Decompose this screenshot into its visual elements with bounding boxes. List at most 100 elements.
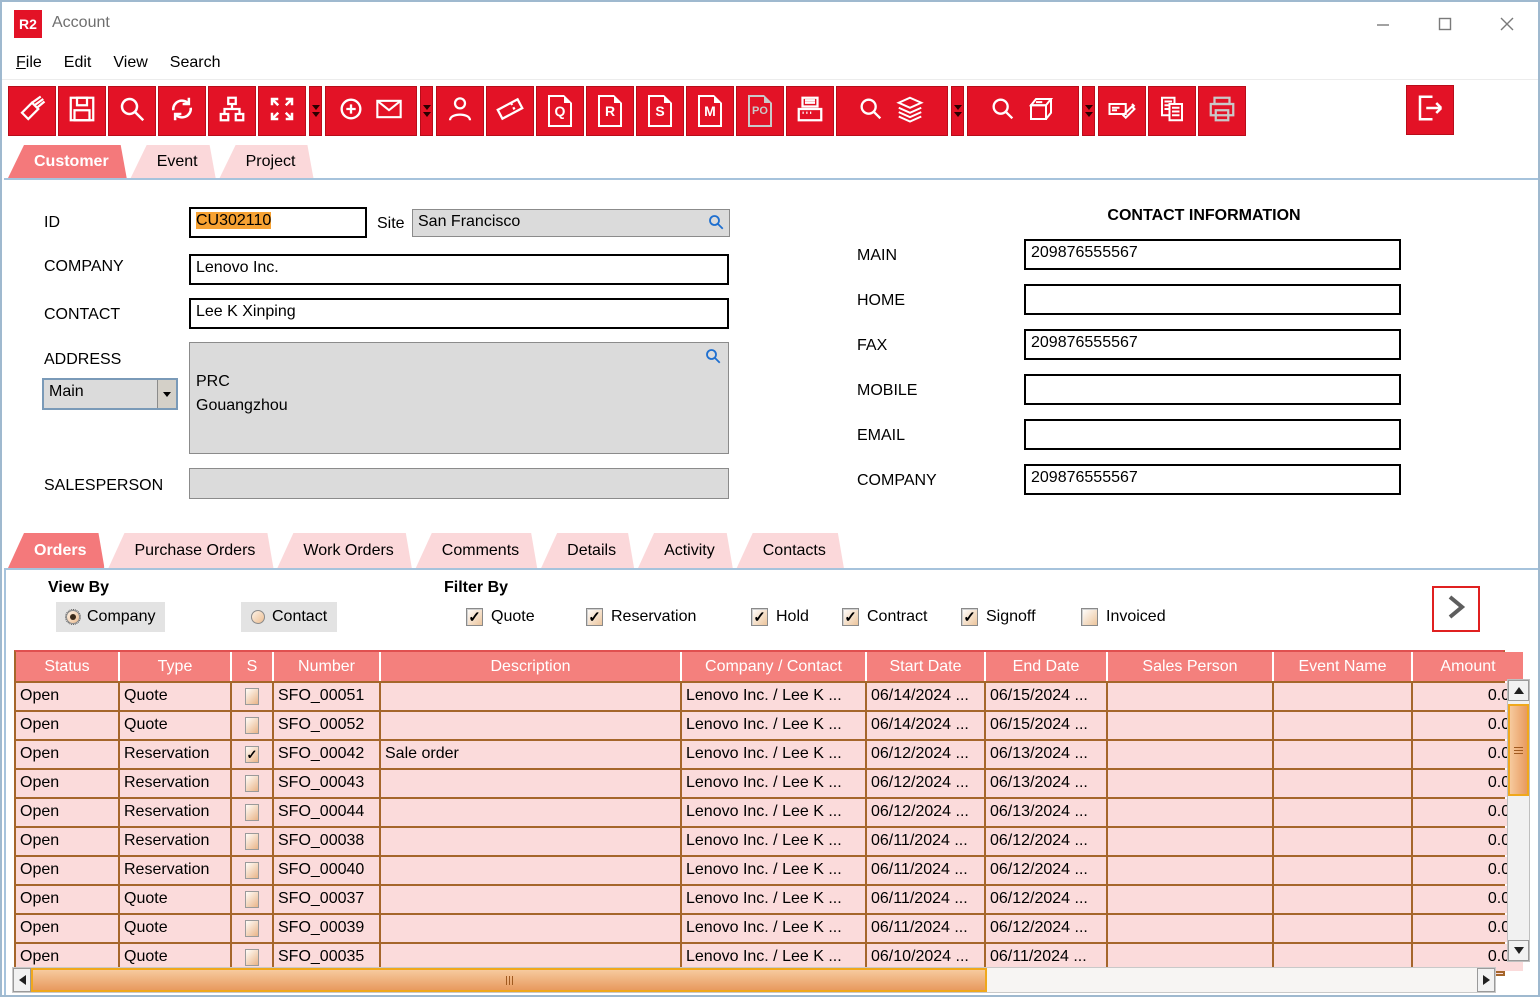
horizontal-scroll-track[interactable]	[31, 968, 1477, 992]
clear-button[interactable]	[8, 86, 56, 136]
contact-field[interactable]: Lee K Xinping	[189, 298, 729, 329]
address-search-icon[interactable]	[704, 347, 722, 373]
tab-details[interactable]: Details	[541, 533, 634, 568]
col-event-name[interactable]: Event Name	[1274, 652, 1411, 681]
radio-icon[interactable]	[65, 609, 81, 625]
checkbox-icon[interactable]: ✓	[842, 608, 859, 626]
minimize-button[interactable]	[1352, 2, 1414, 46]
exit-button[interactable]	[1406, 85, 1454, 135]
site-field[interactable]: San Francisco	[412, 209, 730, 237]
row-checkbox[interactable]: ✓	[245, 833, 259, 850]
address-type-dropdown[interactable]: Main	[42, 378, 178, 410]
contact-person-button[interactable]	[436, 86, 484, 136]
vertical-scroll-thumb[interactable]	[1508, 704, 1529, 796]
col-start-date[interactable]: Start Date	[867, 652, 984, 681]
checkbox-icon[interactable]: ✓	[751, 608, 768, 626]
ticket-button[interactable]	[486, 86, 534, 136]
col-description[interactable]: Description	[381, 652, 680, 681]
search-button[interactable]	[108, 86, 156, 136]
table-row[interactable]: Open Quote ✓ SFO_00051 Lenovo Inc. / Lee…	[16, 681, 1523, 710]
col-number[interactable]: Number	[274, 652, 379, 681]
address-field[interactable]: PRC Gouangzhou	[189, 342, 729, 454]
view-by-contact-radio[interactable]: Contact	[241, 602, 338, 632]
filter-hold-checkbox[interactable]: ✓ Hold	[751, 608, 809, 626]
radio-icon[interactable]	[251, 610, 265, 624]
row-checkbox[interactable]: ✓	[245, 862, 259, 879]
email-field[interactable]	[1024, 419, 1401, 450]
row-checkbox[interactable]: ✓	[245, 920, 259, 937]
save-button[interactable]	[58, 86, 106, 136]
checkbox-icon[interactable]: ✓	[961, 608, 978, 626]
main-phone-field[interactable]: 209876555567	[1024, 239, 1401, 270]
col-end-date[interactable]: End Date	[986, 652, 1106, 681]
col-amount[interactable]: Amount	[1413, 652, 1523, 681]
company-field[interactable]: Lenovo Inc.	[189, 254, 729, 285]
tab-work-orders[interactable]: Work Orders	[277, 533, 411, 568]
tab-event[interactable]: Event	[131, 145, 216, 178]
table-row[interactable]: Open Quote ✓ SFO_00037 Lenovo Inc. / Lee…	[16, 884, 1523, 913]
horizontal-scrollbar[interactable]	[12, 967, 1496, 993]
quote-document-button[interactable]: Q	[536, 86, 584, 136]
hierarchy-button[interactable]	[208, 86, 256, 136]
tab-orders[interactable]: Orders	[8, 533, 104, 568]
tab-purchase-orders[interactable]: Purchase Orders	[108, 533, 273, 568]
refresh-button[interactable]	[158, 86, 206, 136]
fax-field[interactable]: 209876555567	[1024, 329, 1401, 360]
vertical-scrollbar[interactable]	[1507, 679, 1530, 962]
col-s[interactable]: S	[232, 652, 272, 681]
toolbar-overflow-3[interactable]	[951, 86, 964, 136]
home-phone-field[interactable]	[1024, 284, 1401, 315]
row-checkbox[interactable]: ✓	[245, 717, 259, 734]
table-row[interactable]: Open Reservation ✓ SFO_00038 Lenovo Inc.…	[16, 826, 1523, 855]
toolbar-overflow-1[interactable]	[309, 86, 322, 136]
purchase-order-button[interactable]: PO	[736, 86, 784, 136]
table-row[interactable]: Open Reservation ✓ SFO_00043 Lenovo Inc.…	[16, 768, 1523, 797]
tab-project[interactable]: Project	[220, 145, 314, 178]
close-button[interactable]	[1476, 2, 1538, 46]
row-checkbox[interactable]: ✓	[245, 949, 259, 966]
filter-contract-checkbox[interactable]: ✓ Contract	[842, 608, 927, 626]
scroll-right-button[interactable]	[1477, 968, 1495, 992]
tab-contacts[interactable]: Contacts	[737, 533, 844, 568]
expand-button[interactable]	[258, 86, 306, 136]
copy-button[interactable]	[1148, 86, 1196, 136]
maximize-button[interactable]	[1414, 2, 1476, 46]
toolbar-overflow-2[interactable]	[420, 86, 433, 136]
company-phone-field[interactable]: 209876555567	[1024, 464, 1401, 495]
filter-invoiced-checkbox[interactable]: ✓ Invoiced	[1081, 608, 1166, 626]
table-row[interactable]: Open Reservation ✓ SFO_00042 Sale order …	[16, 739, 1523, 768]
menu-edit[interactable]: Edit	[63, 53, 92, 71]
id-field[interactable]: CU302110	[189, 207, 367, 238]
print-button[interactable]	[1198, 86, 1246, 136]
horizontal-scroll-thumb[interactable]	[31, 968, 987, 992]
search-item-button[interactable]	[967, 86, 1079, 136]
scroll-left-button[interactable]	[13, 968, 31, 992]
new-mail-button[interactable]	[325, 86, 417, 136]
row-checkbox[interactable]: ✓	[245, 891, 259, 908]
table-row[interactable]: Open Reservation ✓ SFO_00044 Lenovo Inc.…	[16, 797, 1523, 826]
row-checkbox[interactable]: ✓	[245, 775, 259, 792]
site-search-icon[interactable]	[707, 213, 725, 236]
register-button[interactable]	[786, 86, 834, 136]
dropdown-arrow-icon[interactable]	[157, 380, 176, 408]
view-by-company-radio[interactable]: Company	[56, 602, 166, 632]
checkbox-icon[interactable]: ✓	[466, 608, 483, 626]
sale-document-button[interactable]: S	[636, 86, 684, 136]
tab-comments[interactable]: Comments	[416, 533, 537, 568]
toolbar-overflow-4[interactable]	[1082, 86, 1095, 136]
table-row[interactable]: Open Quote ✓ SFO_00052 Lenovo Inc. / Lee…	[16, 710, 1523, 739]
filter-quote-checkbox[interactable]: ✓ Quote	[466, 608, 535, 626]
next-page-button[interactable]	[1432, 586, 1480, 632]
table-row[interactable]: Open Quote ✓ SFO_00039 Lenovo Inc. / Lee…	[16, 913, 1523, 942]
row-checkbox[interactable]: ✓	[245, 688, 259, 705]
tab-customer[interactable]: Customer	[8, 145, 127, 178]
scroll-up-button[interactable]	[1508, 680, 1529, 701]
row-checkbox[interactable]: ✓	[245, 804, 259, 821]
tab-activity[interactable]: Activity	[638, 533, 733, 568]
edit-order-button[interactable]	[1098, 86, 1146, 136]
menu-view[interactable]: View	[113, 53, 148, 71]
mobile-field[interactable]	[1024, 374, 1401, 405]
checkbox-icon[interactable]: ✓	[1081, 608, 1098, 626]
salesperson-field[interactable]	[189, 468, 729, 499]
scroll-down-button[interactable]	[1508, 940, 1529, 961]
